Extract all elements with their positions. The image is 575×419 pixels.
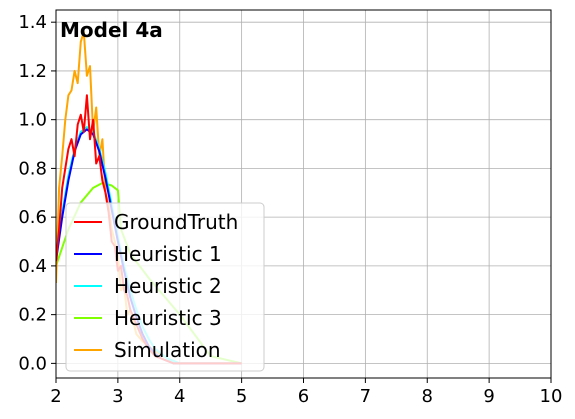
y-tick-label: 0.6 <box>18 207 47 228</box>
y-tick-label: 1.4 <box>18 12 47 33</box>
legend-label-heuristic-1: Heuristic 1 <box>114 242 222 266</box>
x-tick-label: 3 <box>112 386 123 407</box>
y-tick-label: 0.8 <box>18 158 47 179</box>
x-tick-label: 8 <box>422 386 433 407</box>
x-tick-label: 2 <box>50 386 61 407</box>
x-tick-label: 9 <box>483 386 494 407</box>
model-annotation: Model 4a <box>60 18 163 42</box>
legend-label-heuristic-3: Heuristic 3 <box>114 306 222 330</box>
x-tick-label: 4 <box>174 386 185 407</box>
y-tick-label: 1.2 <box>18 61 47 82</box>
legend-label-simulation: Simulation <box>114 338 221 362</box>
y-tick-label: 0.0 <box>18 353 47 374</box>
legend-label-heuristic-2: Heuristic 2 <box>114 274 222 298</box>
legend: GroundTruth Heuristic 1 Heuristic 2 Heurist… <box>65 202 265 372</box>
x-tick-label: 6 <box>298 386 309 407</box>
x-tick-label: 10 <box>540 386 563 407</box>
legend-box <box>65 202 265 372</box>
y-tick-label: 1.0 <box>18 110 47 131</box>
y-tick-label: 0.2 <box>18 305 47 326</box>
axis-ticks: 2 3 4 5 6 7 8 9 10 0.0 0.2 0.4 0.6 0.8 1.0 1.2 1.4 <box>18 12 562 407</box>
legend-label-groundtruth: GroundTruth <box>114 210 238 234</box>
x-tick-label: 7 <box>360 386 371 407</box>
x-tick-label: 5 <box>236 386 247 407</box>
y-tick-label: 0.4 <box>18 256 47 277</box>
